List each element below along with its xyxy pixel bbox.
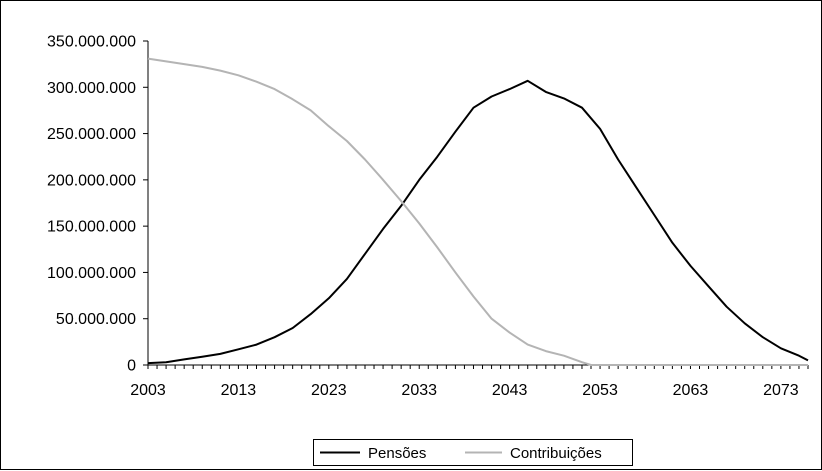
y-tick-label: 100.000.000 (47, 265, 136, 282)
x-tick-label: 2013 (221, 382, 257, 399)
y-tick-label: 200.000.000 (47, 172, 136, 189)
legend-label: Pensões (368, 445, 426, 462)
series-line-contribuicoes (147, 57, 808, 366)
y-tick-label: 150.000.000 (47, 219, 136, 236)
x-tick-label: 2043 (492, 382, 528, 399)
legend-label: Contribuições (510, 445, 602, 462)
series-lines (147, 57, 809, 366)
x-tick-label: 2003 (130, 382, 166, 399)
x-tick-label: 2073 (763, 382, 799, 399)
legend: Pensões Contribuições (313, 439, 633, 466)
x-tick-label: 2063 (673, 382, 709, 399)
x-axis-ticks: 2003 2013 2023 2033 2043 2053 2063 2073 (130, 365, 809, 399)
y-tick-label: 300.000.000 (47, 80, 136, 97)
x-tick-label: 2033 (401, 382, 437, 399)
series-line-pensoes (147, 79, 809, 365)
y-tick-label: 50.000.000 (56, 311, 136, 328)
y-tick-label: 250.000.000 (47, 126, 136, 143)
y-tick-label: 350.000.000 (47, 34, 136, 51)
x-tick-label: 2023 (311, 382, 347, 399)
x-tick-label: 2053 (582, 382, 618, 399)
y-tick-label: 0 (127, 358, 136, 375)
y-axis-ticks: 0 50.000.000 100.000.000 150.000.000 200.000… (47, 34, 148, 375)
